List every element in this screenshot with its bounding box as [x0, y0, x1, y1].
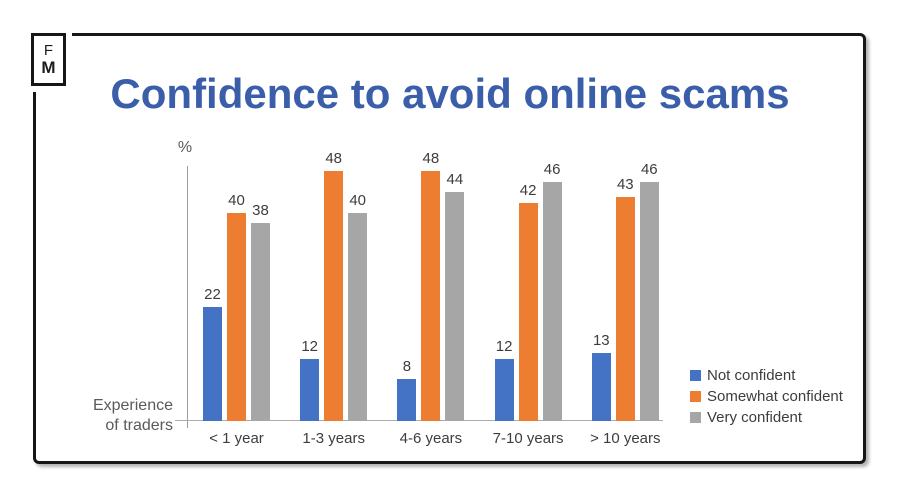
legend-swatch-icon	[690, 391, 701, 402]
bar-value-label: 48	[422, 150, 440, 167]
bar-value-label: 13	[592, 332, 610, 349]
bar-value-label: 38	[252, 202, 269, 219]
legend-label: Very confident	[707, 409, 803, 426]
bar-not-confident	[397, 379, 417, 421]
bar-value-label: 48	[325, 150, 343, 167]
legend-item: Somewhat confident	[690, 388, 843, 405]
legend-label: Not confident	[707, 367, 796, 384]
bar-very-confident	[348, 213, 368, 421]
chart-title: Confidence to avoid online scams	[110, 70, 790, 117]
x-axis-category-label: 7-10 years	[492, 430, 564, 447]
legend-swatch-icon	[690, 412, 701, 423]
legend: Not confident Somewhat confident Very conf…	[690, 367, 843, 430]
x-axis-line	[175, 420, 663, 421]
legend-swatch-icon	[690, 370, 701, 381]
bar-value-label: 40	[349, 192, 367, 209]
bar-somewhat-confident	[421, 171, 441, 421]
x-axis-category-label: 1-3 years	[302, 430, 365, 447]
y-axis-unit-label: %	[177, 139, 193, 156]
bar-value-label: 40	[228, 192, 245, 209]
bar-value-label: 42	[519, 182, 537, 199]
bar-value-label: 8	[402, 358, 412, 375]
x-axis-category-label: > 10 years	[590, 430, 661, 447]
x-axis-title: Experience of traders	[55, 396, 173, 436]
bar-value-label: 46	[543, 161, 561, 178]
legend-label: Somewhat confident	[707, 388, 843, 405]
bar-value-label: 43	[616, 176, 634, 193]
x-axis-title-line1: Experience	[92, 397, 173, 414]
bar-very-confident	[445, 192, 465, 421]
legend-item: Very confident	[690, 409, 843, 426]
bar-value-label: 12	[495, 338, 513, 355]
bar-not-confident	[494, 359, 514, 421]
bar-value-label: 46	[640, 161, 658, 178]
legend-item: Not confident	[690, 367, 843, 384]
y-axis-line	[187, 166, 188, 428]
fm-logo-letter-m: M	[41, 58, 56, 77]
bar-not-confident	[300, 359, 320, 421]
bar-not-confident	[591, 353, 611, 421]
x-axis-category-label: < 1 year	[209, 430, 264, 447]
bar-somewhat-confident	[615, 197, 635, 421]
bar-value-label: 12	[301, 338, 319, 355]
bar-very-confident	[542, 182, 562, 421]
bar-somewhat-confident	[227, 213, 246, 421]
bar-somewhat-confident	[324, 171, 344, 421]
fm-logo-letter-f: F	[43, 42, 54, 59]
bar-somewhat-confident	[518, 203, 538, 421]
x-axis-title-line2: of traders	[105, 417, 173, 434]
bar-very-confident	[639, 182, 659, 421]
bar-very-confident	[251, 223, 270, 421]
bar-value-label: 44	[446, 171, 464, 188]
bar-not-confident	[203, 307, 222, 421]
fm-logo: F M	[31, 33, 66, 86]
x-axis-category-label: 4-6 years	[399, 430, 463, 447]
bar-value-label: 22	[204, 286, 221, 303]
